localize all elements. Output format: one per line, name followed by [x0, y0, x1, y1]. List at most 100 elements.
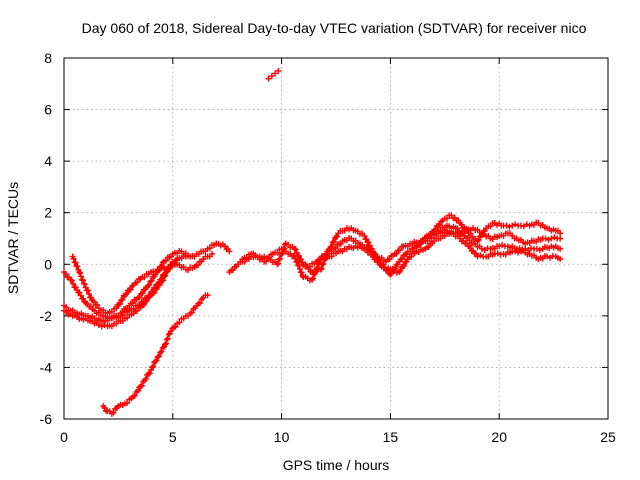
data-point [167, 328, 174, 335]
tick-labels: 0 5 10 15 20 25 -6 -4 -2 0 2 4 6 8 [40, 50, 616, 445]
data-point [156, 280, 163, 287]
data-point [274, 249, 281, 256]
y-tick-label: 0 [44, 256, 52, 272]
data-point [127, 286, 134, 293]
data-point [281, 245, 288, 252]
data-point [139, 290, 146, 297]
y-tick-label: 4 [44, 153, 52, 169]
data-point [124, 400, 131, 407]
y-tick-label: -6 [40, 411, 53, 427]
series-track-a [61, 240, 233, 322]
data-point [197, 299, 203, 306]
data-point [166, 265, 173, 272]
data-point [401, 262, 408, 269]
data-point [293, 249, 300, 256]
data-point [134, 279, 141, 286]
data-point [363, 236, 370, 243]
data-point [123, 291, 130, 298]
x-tick-label: 5 [169, 429, 177, 445]
data-point [327, 243, 334, 250]
data-point [496, 243, 503, 250]
data-point [68, 277, 75, 284]
data-point [172, 323, 179, 330]
data-point [148, 367, 155, 374]
data-point [533, 245, 540, 252]
data-point [152, 358, 159, 365]
data-point [158, 348, 165, 355]
data-point [162, 341, 169, 348]
data-point [88, 294, 95, 301]
data-point [164, 335, 171, 342]
data-point [298, 256, 305, 263]
data-point [334, 233, 341, 240]
data-point [146, 292, 153, 299]
x-tick-label: 25 [600, 429, 616, 445]
data-point [316, 260, 323, 267]
data-point [366, 242, 373, 249]
data-point [119, 312, 126, 319]
data-point [62, 270, 69, 277]
data-point [298, 269, 305, 276]
data-point [312, 269, 319, 276]
data-point [428, 234, 435, 241]
data-point [477, 252, 484, 259]
data-point [292, 246, 299, 253]
data-point [397, 267, 404, 274]
data-point [280, 246, 287, 253]
data-point [503, 222, 510, 229]
data-point [70, 280, 77, 287]
data-point [296, 262, 303, 269]
data-point [557, 235, 564, 242]
data-point [425, 243, 432, 250]
data-point [162, 340, 169, 347]
data-point [443, 215, 450, 222]
data-point [226, 248, 233, 255]
data-point [162, 270, 169, 277]
data-points [61, 67, 564, 417]
data-point [195, 261, 202, 268]
y-tick-label: 8 [44, 50, 52, 66]
data-point [169, 258, 176, 265]
series-track-j [409, 225, 564, 252]
x-tick-label: 15 [383, 429, 399, 445]
y-tick-label: 6 [44, 102, 52, 118]
data-point [74, 263, 81, 270]
data-point [387, 271, 394, 278]
data-point [82, 284, 89, 291]
data-point [77, 270, 84, 277]
data-point [119, 296, 126, 303]
data-point [113, 305, 120, 312]
data-point [146, 370, 153, 377]
x-tick-label: 0 [60, 429, 68, 445]
data-point [536, 247, 543, 254]
data-point [478, 245, 485, 252]
plot-frame [63, 57, 609, 420]
data-point [268, 73, 275, 80]
data-point [393, 250, 400, 257]
data-point [548, 235, 555, 242]
data-point [146, 282, 153, 289]
data-point [542, 235, 549, 242]
data-point [138, 382, 145, 389]
data-point [149, 288, 156, 295]
data-point [296, 265, 303, 272]
data-point [557, 230, 564, 237]
axis-ticks [63, 57, 609, 420]
y-tick-label: -4 [40, 359, 53, 375]
data-point [313, 265, 320, 272]
data-point [134, 387, 141, 394]
data-point [116, 300, 123, 307]
data-point [279, 250, 286, 257]
data-point [275, 256, 282, 263]
data-point [243, 254, 250, 261]
series-track-e [100, 292, 211, 417]
data-point [86, 290, 93, 297]
data-point [494, 250, 501, 257]
data-point [79, 277, 86, 284]
data-point [557, 256, 564, 263]
data-point [275, 67, 282, 74]
data-point [141, 274, 148, 281]
data-point [436, 222, 443, 229]
data-point [512, 248, 519, 255]
data-point [328, 243, 335, 250]
